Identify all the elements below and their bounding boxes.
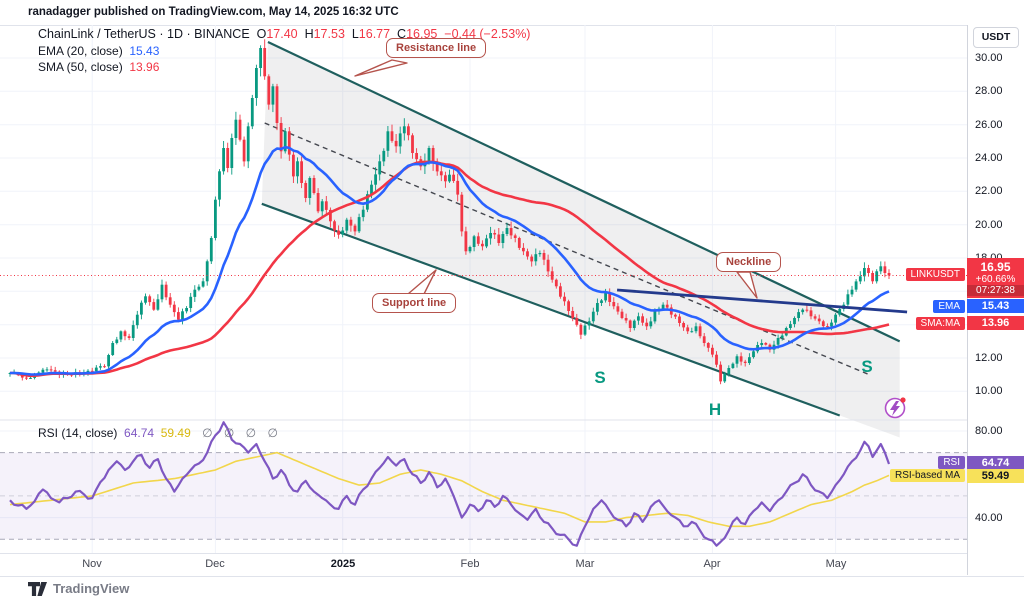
price-tick: 22.00 <box>975 185 1003 197</box>
left-shoulder-marker[interactable]: S <box>594 368 606 387</box>
price-tick: 30.00 <box>975 52 1003 64</box>
candles <box>8 39 891 385</box>
sma-tag: SMA:MA <box>915 316 965 330</box>
sma-axis-label: 13.96 <box>967 315 1024 330</box>
resistance-callout[interactable]: Resistance line <box>386 38 487 58</box>
rsi-tag: RSI <box>938 456 965 470</box>
sma-legend-value: 13.96 <box>129 60 160 74</box>
rsi-tick: 40.00 <box>975 512 1003 524</box>
support-trendline[interactable] <box>261 202 841 417</box>
tradingview-logo-text: TradingView <box>53 581 130 596</box>
tradingview-logo-icon <box>28 581 47 596</box>
price-tick: 28.00 <box>975 85 1003 97</box>
channel-median-line[interactable] <box>264 122 871 376</box>
resistance-callout-tail <box>354 59 408 77</box>
time-tick-Apr: Apr <box>703 558 721 570</box>
published-header: ranadagger published on TradingView.com,… <box>28 6 399 18</box>
rsi-legend: RSI (14, close) 64.74 59.49 ∅ ∅ ∅ ∅ <box>38 426 282 440</box>
sma-50-line[interactable] <box>10 160 890 378</box>
chart-area[interactable] <box>0 25 967 553</box>
close-value: 16.95 <box>406 27 438 41</box>
neckline-callout-tail <box>736 271 758 299</box>
ema-axis-label: 15.43 <box>967 298 1024 313</box>
descending-channel-fill <box>261 41 900 438</box>
time-axis[interactable]: Nov Dec 2025 Feb Mar Apr May <box>0 553 1024 577</box>
header-divider <box>0 25 1024 26</box>
price-tick: 24.00 <box>975 152 1003 164</box>
symbol-legend: ChainLink / TetherUS · 1D · BINANCE O17.… <box>38 27 531 41</box>
tradingview-branding[interactable]: TradingView <box>28 581 129 596</box>
neckline-drawing[interactable] <box>616 288 908 314</box>
sma-legend: SMA (50, close) 13.96 <box>38 60 160 74</box>
ema-tag: EMA <box>933 299 965 313</box>
low-value: 16.77 <box>358 27 391 41</box>
rsi-tick: 80.00 <box>975 425 1003 437</box>
time-tick-Mar: Mar <box>575 558 595 570</box>
grid <box>0 25 967 553</box>
right-shoulder-marker[interactable]: S <box>861 357 873 376</box>
currency-unit-button[interactable]: USDT <box>973 27 1019 48</box>
rsi-ma-line[interactable] <box>9 451 890 528</box>
rsi-ma-tag: RSI-based MA <box>889 469 965 483</box>
time-tick-2025: 2025 <box>330 558 356 570</box>
price-axis-label: 16.95 +60.66% 07:27:38 <box>967 257 1024 298</box>
price-tick: 10.00 <box>975 385 1003 397</box>
notification-dot <box>900 397 906 403</box>
price-tick: 26.00 <box>975 119 1003 131</box>
symbol-price-tag: LINKUSDT <box>905 267 965 281</box>
symbol-title: ChainLink / TetherUS · 1D · BINANCE <box>38 27 250 41</box>
time-tick-Feb: Feb <box>460 558 480 570</box>
rsi-hidden-values: ∅ ∅ ∅ ∅ <box>202 426 282 440</box>
neckline-callout[interactable]: Neckline <box>716 252 782 272</box>
quick-trade-button[interactable] <box>884 397 906 419</box>
time-tick-May: May <box>825 558 847 570</box>
resistance-trendline[interactable] <box>267 41 901 343</box>
rsi-axis-label: 64.74 <box>967 456 1024 471</box>
rsi-line[interactable] <box>9 421 891 547</box>
price-tick: 12.00 <box>975 352 1003 364</box>
rsi-ma-axis-label: 59.49 <box>967 469 1024 484</box>
time-tick-Nov: Nov <box>82 558 102 570</box>
ema-legend-value: 15.43 <box>129 44 160 58</box>
rsi-ma-legend-value: 59.49 <box>160 426 191 440</box>
ema-legend: EMA (20, close) 15.43 <box>38 44 160 58</box>
rsi-legend-value: 64.74 <box>124 426 155 440</box>
head-marker[interactable]: H <box>708 400 722 419</box>
price-tick: 20.00 <box>975 219 1003 231</box>
price-and-rsi-plot[interactable] <box>0 25 967 553</box>
support-callout[interactable]: Support line <box>372 293 457 313</box>
ema-20-line[interactable] <box>10 145 890 376</box>
change-value: −0.44 (−2.53%) <box>444 27 531 41</box>
time-tick-Dec: Dec <box>205 558 225 570</box>
open-value: 17.40 <box>266 27 298 41</box>
high-value: 17.53 <box>313 27 345 41</box>
